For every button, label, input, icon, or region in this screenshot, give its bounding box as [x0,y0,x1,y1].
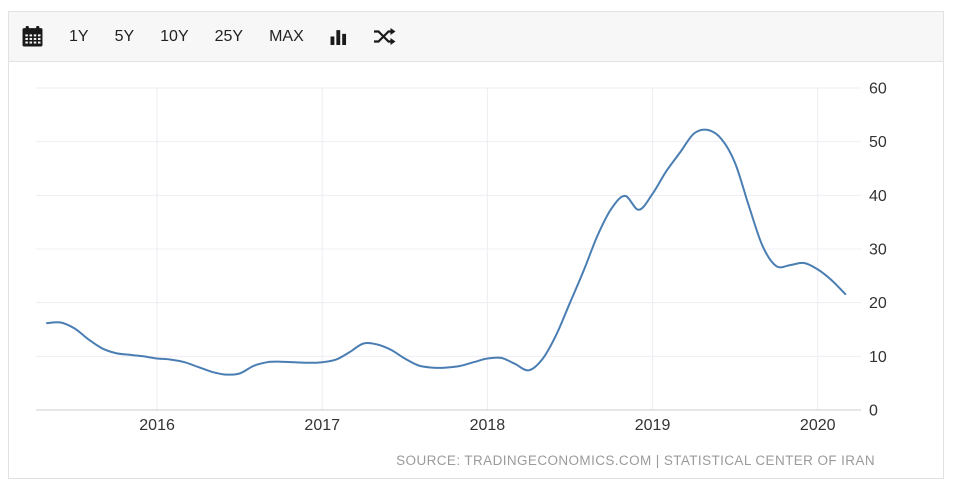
range-button-10y[interactable]: 10Y [160,27,189,45]
range-button-max[interactable]: MAX [269,27,304,45]
chart-toolbar: 1Y 5Y 10Y 25Y MAX [9,12,943,62]
chart-type-button[interactable] [330,28,347,45]
chart-widget: 1Y 5Y 10Y 25Y MAX 0 10 [8,11,944,479]
range-button-5y[interactable]: 5Y [114,27,135,45]
calendar-icon [22,26,43,47]
chart-area: 0 10 20 30 40 50 60 2016 2017 2018 2019 … [9,62,943,478]
x-tick-label: 2018 [470,417,506,434]
shuffle-icon [373,28,396,45]
x-tick-label: 2017 [304,417,340,434]
chart-gridlines [36,87,861,411]
line-chart[interactable]: 0 10 20 30 40 50 60 2016 2017 2018 2019 … [9,62,943,478]
series-line [46,128,847,376]
y-tick-label: 20 [869,295,887,312]
y-tick-label: 0 [869,403,878,420]
x-tick-label: 2019 [635,417,671,434]
bar-chart-icon [330,30,346,45]
y-tick-label: 40 [869,188,887,205]
y-tick-label: 30 [869,242,887,259]
y-tick-label: 50 [869,134,887,151]
x-tick-label: 2020 [800,417,836,434]
y-axis: 0 10 20 30 40 50 60 [869,81,887,420]
calendar-button[interactable] [22,26,43,47]
source-attribution: SOURCE: TRADINGECONOMICS.COM | STATISTIC… [396,453,875,468]
range-button-1y[interactable]: 1Y [69,27,89,45]
y-tick-label: 60 [869,81,887,98]
x-tick-label: 2016 [139,417,175,434]
y-tick-label: 10 [869,349,887,366]
x-axis: 2016 2017 2018 2019 2020 [139,417,835,434]
range-button-25y[interactable]: 25Y [214,27,244,45]
compare-button[interactable] [373,28,396,45]
